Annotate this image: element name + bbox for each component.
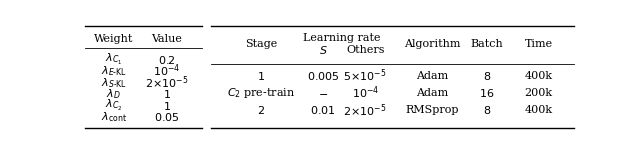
Text: $10^{-4}$: $10^{-4}$	[153, 63, 180, 80]
Text: Others: Others	[346, 45, 385, 55]
Text: $0.01$: $0.01$	[310, 104, 336, 116]
Text: $2$: $2$	[257, 104, 265, 116]
Text: Batch: Batch	[470, 39, 503, 49]
Text: $C_2$ pre-train: $C_2$ pre-train	[227, 86, 295, 100]
Text: $8$: $8$	[483, 70, 491, 82]
Text: $16$: $16$	[479, 87, 495, 99]
Text: Adam: Adam	[416, 88, 448, 98]
Text: $\lambda_{\mathrm{cont}}$: $\lambda_{\mathrm{cont}}$	[100, 110, 127, 124]
Text: $2 {\times} 10^{-5}$: $2 {\times} 10^{-5}$	[145, 74, 189, 91]
Text: Algorithm: Algorithm	[404, 39, 460, 49]
Text: 400k: 400k	[525, 105, 553, 115]
Text: Stage: Stage	[245, 39, 277, 49]
Text: Time: Time	[525, 39, 553, 49]
Text: $2 {\times} 10^{-5}$: $2 {\times} 10^{-5}$	[344, 102, 387, 119]
Text: $1$: $1$	[257, 70, 265, 82]
Text: $0.05$: $0.05$	[154, 111, 180, 123]
Text: $S$: $S$	[319, 44, 328, 56]
Text: 400k: 400k	[525, 71, 553, 81]
Text: $0.005$: $0.005$	[307, 70, 339, 82]
Text: $1$: $1$	[163, 100, 171, 112]
Text: $-$: $-$	[318, 88, 328, 98]
Text: $0.2$: $0.2$	[158, 54, 176, 66]
Text: Weight: Weight	[94, 34, 133, 44]
Text: $8$: $8$	[483, 104, 491, 116]
Text: 200k: 200k	[525, 88, 553, 98]
Text: $5 {\times} 10^{-5}$: $5 {\times} 10^{-5}$	[344, 68, 387, 84]
Text: $\lambda_{C_2}$: $\lambda_{C_2}$	[105, 98, 122, 113]
Text: $10^{-4}$: $10^{-4}$	[351, 85, 379, 101]
Text: $\lambda_{C_1}$: $\lambda_{C_1}$	[105, 52, 122, 67]
Text: RMSprop: RMSprop	[405, 105, 459, 115]
Text: $1$: $1$	[163, 88, 171, 100]
Text: Learning rate: Learning rate	[303, 33, 380, 43]
Text: $\lambda_{E\text{-KL}}$: $\lambda_{E\text{-KL}}$	[100, 64, 127, 78]
Text: Adam: Adam	[416, 71, 448, 81]
Text: Value: Value	[152, 34, 182, 44]
Text: $\lambda_D$: $\lambda_D$	[106, 87, 121, 101]
Text: $\lambda_{S\text{-KL}}$: $\lambda_{S\text{-KL}}$	[100, 76, 127, 90]
